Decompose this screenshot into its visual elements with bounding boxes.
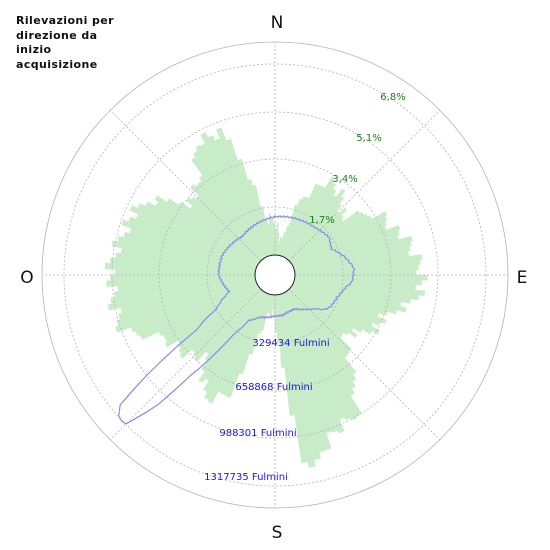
percent-tick-label: 6,8% [380,92,405,103]
percent-series-area [105,128,428,468]
center-hole [255,255,295,295]
percent-tick-label: 3,4% [332,174,357,185]
direction-label-o: O [20,268,33,288]
percent-tick-label: 1,7% [309,215,334,226]
count-tick-label: 988301 Fulmini [219,428,296,439]
percent-tick-label: 5,1% [356,133,381,144]
direction-label-s: S [272,523,283,543]
count-tick-label: 329434 Fulmini [252,338,329,349]
direction-label-n: N [271,13,284,33]
direction-label-e: E [517,268,528,288]
count-tick-label: 658868 Fulmini [235,382,312,393]
count-tick-label: 1317735 Fulmini [204,472,288,483]
